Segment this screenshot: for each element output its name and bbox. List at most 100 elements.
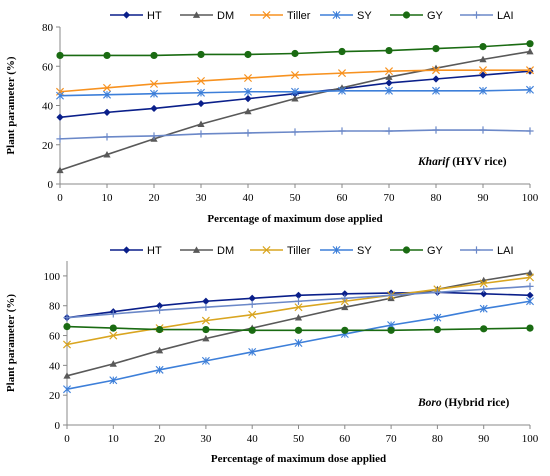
y-tick-label: 80 [42, 22, 54, 34]
data-point [56, 135, 64, 143]
data-point [385, 46, 393, 55]
data-point [248, 310, 257, 319]
data-point [478, 66, 488, 75]
legend-marker [332, 11, 341, 19]
data-point [62, 340, 72, 349]
data-point [526, 291, 534, 299]
y-tick-label: 20 [42, 140, 54, 152]
data-point [341, 294, 349, 302]
data-point [291, 128, 299, 136]
data-point [385, 86, 393, 95]
x-tick-label: 40 [243, 192, 255, 204]
data-point [63, 314, 71, 322]
data-point [63, 372, 71, 379]
data-point [385, 73, 393, 80]
legend-label: SY [357, 10, 372, 22]
data-point [479, 279, 488, 288]
data-point [525, 273, 535, 282]
y-tick-label: 40 [49, 360, 61, 372]
data-point [387, 326, 395, 334]
x-tick-label: 10 [108, 433, 120, 445]
data-point [63, 385, 71, 394]
data-point [525, 66, 535, 75]
data-point [56, 91, 64, 100]
data-point [479, 304, 488, 313]
legend-marker [402, 11, 411, 19]
x-tick-label: 100 [522, 433, 539, 445]
series-SY [56, 85, 534, 100]
data-point [197, 99, 205, 108]
data-point [150, 51, 158, 60]
data-point [479, 86, 487, 95]
data-point [244, 50, 252, 59]
legend-marker [262, 10, 271, 20]
data-point [526, 47, 534, 55]
data-point [248, 300, 256, 308]
legend-label: DM [217, 245, 234, 257]
y-tick-label: 100 [44, 271, 61, 283]
x-tick-label: 80 [432, 433, 444, 445]
data-point [155, 365, 164, 374]
y-axis-title: Plant parameter (%) [5, 294, 17, 392]
data-point [294, 291, 303, 299]
x-tick-label: 20 [149, 192, 161, 204]
series-Tiller [62, 273, 535, 349]
legend-entry-GY: GY [390, 245, 444, 257]
legend-marker [192, 246, 201, 253]
data-point [109, 331, 118, 340]
data-point [102, 83, 112, 92]
legend-marker [192, 11, 201, 18]
data-point [480, 290, 488, 298]
annotation-rest: (Hybrid rice) [445, 397, 510, 409]
data-point [526, 297, 534, 306]
legend-label: Tiller [287, 10, 311, 22]
data-point [479, 126, 487, 134]
legend-entry-GY: GY [390, 10, 444, 22]
data-point [294, 339, 303, 347]
x-tick-label: 0 [64, 433, 70, 445]
data-point [341, 290, 349, 298]
x-tick-label: 30 [200, 433, 212, 445]
data-point [197, 130, 205, 138]
data-point [294, 297, 303, 305]
legend-label: Tiller [287, 245, 311, 257]
data-point [103, 133, 111, 141]
legend-entry-SY: SY [320, 10, 372, 22]
x-tick-label: 20 [154, 433, 166, 445]
legend-entry-HT: HT [110, 245, 162, 257]
data-point [248, 294, 256, 302]
data-point [479, 71, 487, 79]
data-point [338, 86, 346, 95]
legend-marker [402, 246, 411, 254]
data-point [385, 79, 393, 87]
data-point [526, 67, 534, 75]
chart-1: 0 20 40 60 80 0 10 20 30 40 50 60 70 80 90 100 Percentag… [5, 10, 539, 225]
annotation-italic: Kharif [417, 156, 452, 168]
data-point [109, 310, 117, 318]
data-point [384, 67, 394, 76]
data-point [248, 347, 257, 356]
data-point [526, 127, 534, 135]
legend-label: GY [427, 10, 444, 22]
data-point [202, 297, 210, 305]
data-point [103, 150, 111, 158]
legend-label: LAI [497, 245, 514, 257]
legend-entry-LAI: LAI [460, 245, 514, 257]
x-tick-label: 90 [478, 192, 490, 204]
data-point [109, 360, 117, 367]
data-point [244, 95, 252, 103]
data-point [338, 47, 346, 56]
legend-entry-DM: DM [180, 245, 234, 257]
legend-entry-SY: SY [320, 245, 372, 257]
y-tick-label: 40 [42, 101, 54, 113]
series-Tiller [55, 66, 535, 96]
data-point [150, 89, 158, 98]
x-tick-label: 50 [293, 433, 305, 445]
legend-entry-LAI: LAI [460, 10, 514, 22]
data-point [338, 127, 346, 135]
x-tick-label: 10 [102, 192, 114, 204]
data-point [201, 356, 210, 365]
data-point [526, 269, 534, 276]
data-point [150, 132, 158, 140]
